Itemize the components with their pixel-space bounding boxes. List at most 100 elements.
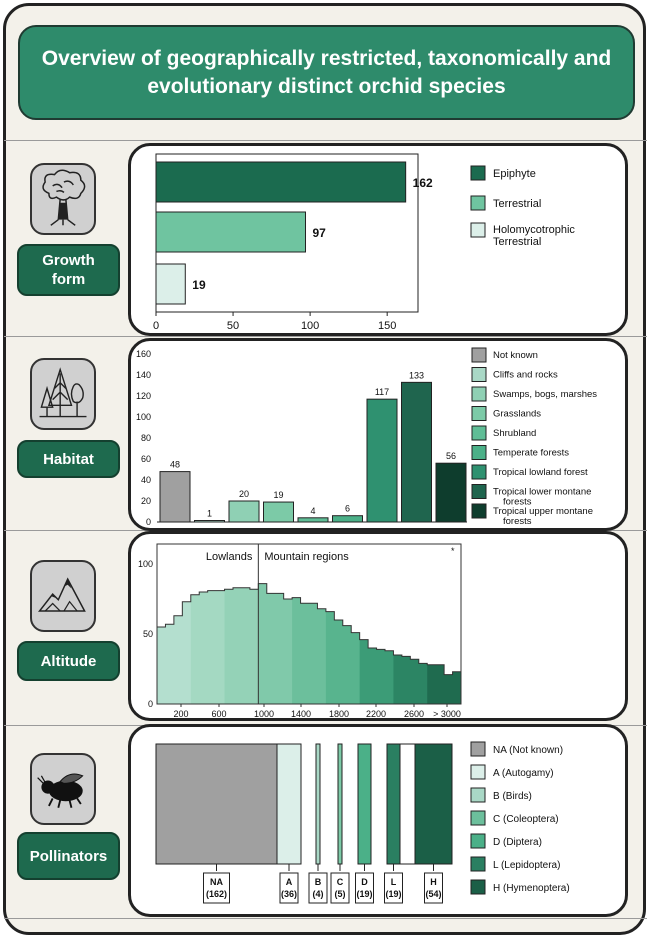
bar [297,517,329,523]
data-label: 48 [170,460,180,470]
gap-marker [399,743,416,865]
altitude-band [427,583,461,704]
page-title: Overview of geographically restricted, t… [18,25,635,120]
legend-label: Terrestrial [493,236,541,248]
legend-label: Shrubland [493,428,536,439]
category-label: L [391,877,397,887]
legend-label: Temperate forests [493,448,569,459]
growth-form-label: Growth form [17,244,120,296]
x-tick-label: 2600 [404,709,424,718]
divider [4,918,647,919]
altitude-panel: Lowlands Mountain regions * 0 50 100 200 600 100… [128,531,628,721]
growth-form-panel: 162 97 19 0 50 100 150 Epiphyte Terrestrial Holom… [128,143,628,336]
legend-swatch [470,879,486,895]
habitat-label: Habitat [17,440,120,478]
pollinators-label: Pollinators [17,832,120,880]
altitude-band [224,583,259,704]
x-tick-label: > 3000 [433,709,461,718]
altitude-band [157,583,192,704]
category-count: (54) [425,889,441,899]
legend-label: A (Autogamy) [493,768,554,779]
legend-label: Tropical lowland forest [493,467,588,478]
forest-icon [30,358,96,430]
x-tick-label: 600 [211,709,226,718]
legend-swatch [471,347,487,363]
category-label: B [315,877,322,887]
growth-form-label-text: Growth form [42,252,95,288]
mountain-icon [30,560,96,632]
altitude-band [359,583,394,704]
x-tick-label: 0 [153,320,159,332]
legend-swatch [471,425,487,441]
legend-label: Not known [493,350,538,361]
altitude-band [292,583,327,704]
category-count: (19) [356,889,372,899]
data-label: 162 [413,176,433,190]
data-label: 97 [312,226,326,240]
y-tick-label: 60 [141,454,151,464]
legend-label: B (Birds) [493,791,532,802]
legend-swatch [470,856,486,872]
bar [155,161,407,203]
altitude-chart: Lowlands Mountain regions * 0 50 100 200 600 100… [138,543,462,718]
legend-label: L (Lepidoptera) [493,860,560,871]
bar [332,515,363,523]
divider [4,336,647,337]
legend-swatch [470,833,486,849]
bar [435,462,467,523]
altitude-band [393,583,428,704]
habitat-panel: 0 20 40 60 80 100 120 140 160 48 1 20 19 4 6 117 133 56 No… [128,338,628,531]
bar [155,211,306,253]
bar [155,263,186,305]
category-count: (4) [313,889,324,899]
category-count: (5) [335,889,346,899]
bar [159,471,191,523]
legend-swatch [471,503,487,519]
data-label: 133 [409,370,424,380]
bar [276,743,302,865]
bar [194,520,225,523]
altitude-label: Altitude [17,641,120,681]
category-label: H [430,877,437,887]
category-label: A [286,877,293,887]
bar [357,743,372,865]
category-box [384,872,403,904]
legend-label: H (Hymenoptera) [493,883,570,894]
bar [386,743,401,865]
data-label: 56 [446,451,456,461]
data-label: 6 [345,504,350,514]
tree-icon [30,163,96,235]
legend-swatch [470,764,486,780]
bee-icon [30,753,96,825]
bar [366,398,398,523]
legend-swatch [471,445,487,460]
pollinators-label-text: Pollinators [29,847,108,865]
x-tick-label: 200 [173,709,188,718]
altitude-band [190,583,226,704]
data-label: 19 [273,490,283,500]
altitude-band [258,583,293,704]
y-tick-label: 0 [148,699,153,709]
category-box [308,872,328,904]
altitude-band [325,583,361,704]
legend-label: NA (Not known) [493,745,563,756]
legend-label: Holomycotrophic [493,224,575,236]
legend-swatch [471,386,487,402]
y-tick-label: 40 [141,475,151,485]
bar [401,381,432,523]
x-tick-label: 2200 [366,709,386,718]
category-box [203,872,230,904]
legend-label: Swamps, bogs, marshes [493,389,597,400]
data-label: 1 [207,509,212,519]
x-tick-label: 100 [301,320,319,332]
legend-swatch [470,810,486,826]
legend-label: forests [503,516,532,527]
x-tick-label: 1400 [291,709,311,718]
y-tick-label: 100 [138,559,153,569]
legend-label: forests [503,497,532,508]
legend-swatch [470,787,486,803]
bar [315,743,321,865]
x-tick-label: 150 [378,320,396,332]
annotation: Mountain regions [264,551,349,563]
